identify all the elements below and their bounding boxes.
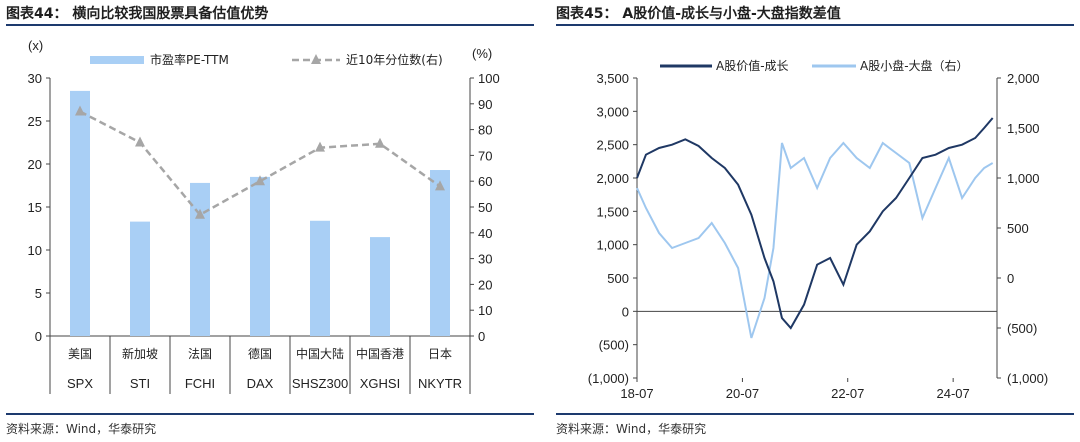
pe-bar bbox=[130, 221, 150, 336]
left-tick-label: (500) bbox=[599, 338, 629, 353]
source-rule bbox=[556, 413, 1074, 415]
source-note: 资料来源：Wind，华泰研究 bbox=[6, 422, 157, 436]
category-label-ticker: STI bbox=[130, 376, 150, 391]
pe-bar bbox=[430, 170, 450, 336]
category-label-cn: 美国 bbox=[68, 347, 92, 361]
percentile-marker bbox=[135, 136, 145, 147]
right-tick-label: 20 bbox=[478, 277, 492, 292]
percentile-marker bbox=[435, 180, 445, 191]
source-note: 资料来源：Wind，华泰研究 bbox=[556, 422, 707, 436]
left-tick-label: 1,000 bbox=[596, 238, 629, 253]
right-tick-label: 40 bbox=[478, 226, 492, 241]
right-tick-label: 1,500 bbox=[1007, 121, 1040, 136]
right-tick-label: 2,000 bbox=[1007, 71, 1040, 86]
category-label-ticker: FCHI bbox=[185, 376, 215, 391]
percentile-marker bbox=[315, 141, 325, 152]
pe-bar bbox=[190, 182, 210, 336]
pe-bar bbox=[370, 237, 390, 336]
legend-marker-percentile bbox=[311, 54, 321, 64]
left-tick-label: 1,500 bbox=[596, 204, 629, 219]
right-tick-label: (500) bbox=[1007, 321, 1037, 336]
small-large-spread-line bbox=[636, 141, 994, 339]
x-tick-label: 20-07 bbox=[726, 386, 759, 401]
legend-label-value-growth: A股价值-成长 bbox=[716, 58, 789, 73]
pe-comparison-chart: (x) (%) 0 5 10 15 20 25 30 0 10 20 30 40 50 60 70 80 90 100… bbox=[28, 38, 500, 394]
x-tick-label: 22-07 bbox=[831, 386, 864, 401]
left-tick-label: 15 bbox=[28, 200, 42, 215]
left-tick-label: (1,000) bbox=[588, 371, 629, 386]
category-label-ticker: SHSZ300 bbox=[292, 376, 348, 391]
left-chart-panel: 图表44： 横向比较我国股票具备估值优势 (x) (%) 0 5 10 15 20 25 30 0… bbox=[6, 6, 534, 436]
right-chart-panel: 图表45： A股价值-成长与小盘-大盘指数差值 (1,000) (500) 0 500… bbox=[550, 0, 1080, 442]
right-tick-label: 500 bbox=[1007, 221, 1029, 236]
source-rule bbox=[6, 413, 534, 415]
left-tick-label: 3,000 bbox=[596, 104, 629, 119]
legend-label-percentile: 近10年分位数(右) bbox=[346, 52, 443, 67]
category-label-cn: 中国大陆 bbox=[296, 346, 344, 361]
right-tick-label: 10 bbox=[478, 303, 492, 318]
left-tick-label: 5 bbox=[35, 286, 42, 301]
category-label-ticker: DAX bbox=[247, 376, 274, 391]
category-label-ticker: NKYTR bbox=[418, 376, 462, 391]
right-tick-label: (1,000) bbox=[1007, 371, 1048, 386]
x-tick-label: 18-07 bbox=[620, 386, 653, 401]
category-label-cn: 德国 bbox=[248, 346, 272, 361]
right-tick-label: 100 bbox=[478, 71, 500, 86]
category-label-cn: 新加坡 bbox=[122, 346, 158, 361]
x-tick-label: 24-07 bbox=[937, 386, 970, 401]
percentile-marker bbox=[75, 105, 85, 116]
left-tick-label: 10 bbox=[28, 243, 42, 258]
chart-title: 图表45： A股价值-成长与小盘-大盘指数差值 bbox=[556, 6, 841, 22]
title-rule bbox=[556, 24, 1074, 26]
percentile-marker bbox=[255, 175, 265, 186]
left-tick-label: 25 bbox=[28, 114, 42, 129]
left-tick-label: 2,000 bbox=[596, 171, 629, 186]
pe-bar bbox=[250, 176, 270, 336]
left-tick-label: 500 bbox=[607, 271, 629, 286]
legend-label-pe: 市盈率PE-TTM bbox=[150, 52, 229, 67]
pe-bar bbox=[70, 90, 90, 337]
left-tick-label: 2,500 bbox=[596, 138, 629, 153]
category-label-cn: 日本 bbox=[428, 347, 452, 361]
left-tick-label: 3,500 bbox=[596, 71, 629, 86]
legend-swatch-pe bbox=[90, 56, 144, 64]
right-tick-label: 80 bbox=[478, 123, 492, 138]
category-label-cn: 法国 bbox=[188, 347, 212, 361]
category-label-ticker: SPX bbox=[67, 376, 93, 391]
chart-title: 图表44： 横向比较我国股票具备估值优势 bbox=[6, 6, 269, 22]
right-tick-label: 0 bbox=[478, 329, 485, 344]
left-tick-label: 0 bbox=[35, 329, 42, 344]
style-spread-chart: (1,000) (500) 0 500 1,000 1,500 2,000 2,500 3,00… bbox=[588, 58, 1048, 401]
right-tick-label: 30 bbox=[478, 252, 492, 267]
right-tick-label: 90 bbox=[478, 97, 492, 112]
left-axis-unit: (x) bbox=[28, 38, 43, 53]
left-tick-label: 0 bbox=[622, 304, 629, 319]
right-tick-label: 1,000 bbox=[1007, 171, 1040, 186]
right-tick-label: 0 bbox=[1007, 271, 1014, 286]
right-axis-unit: (%) bbox=[472, 46, 492, 61]
right-tick-label: 50 bbox=[478, 200, 492, 215]
left-tick-label: 20 bbox=[28, 157, 42, 172]
pe-bar bbox=[310, 220, 330, 336]
legend-label-small-large: A股小盘-大盘（右） bbox=[860, 58, 969, 73]
percentile-marker bbox=[195, 208, 205, 219]
title-rule bbox=[6, 24, 534, 26]
right-tick-label: 70 bbox=[478, 148, 492, 163]
category-label-cn: 中国香港 bbox=[356, 346, 404, 361]
left-tick-label: 30 bbox=[28, 71, 42, 86]
right-tick-label: 60 bbox=[478, 174, 492, 189]
value-growth-spread-line bbox=[636, 117, 994, 330]
percentile-marker bbox=[375, 137, 385, 148]
category-label-ticker: XGHSI bbox=[360, 376, 400, 391]
